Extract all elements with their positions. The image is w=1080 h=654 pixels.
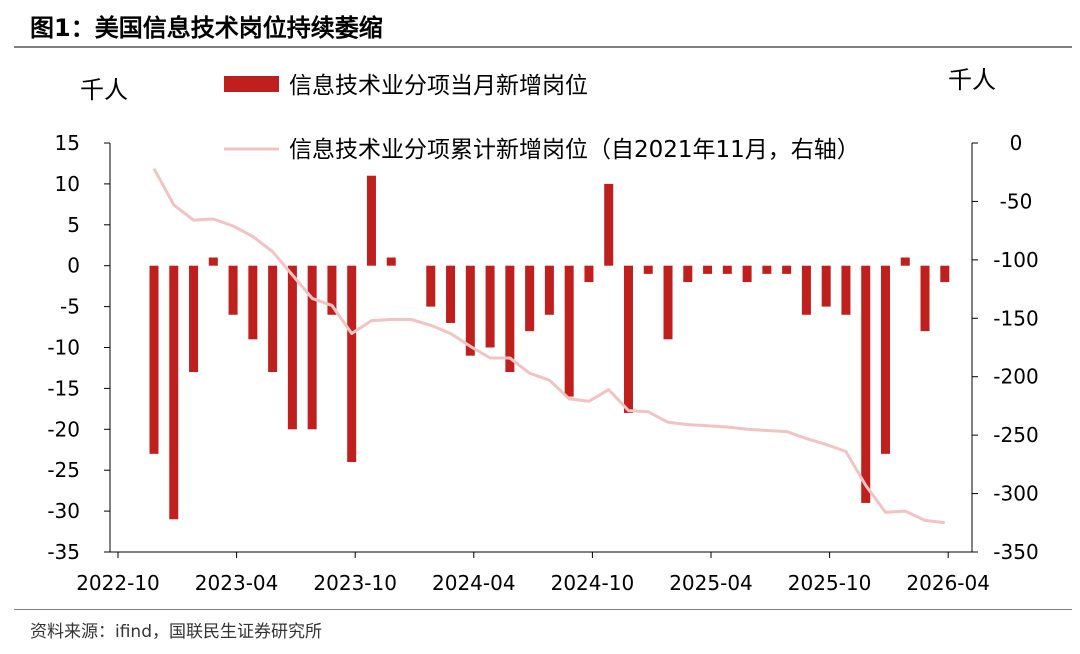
- bar: [208, 257, 218, 266]
- bar: [663, 265, 673, 340]
- bar: [465, 265, 475, 356]
- bar: [505, 265, 515, 373]
- bar: [307, 265, 317, 430]
- legend-bar-swatch: [224, 76, 279, 92]
- left-tick-label: -35: [47, 540, 80, 564]
- left-tick-label: -15: [47, 376, 80, 400]
- bar: [801, 265, 811, 315]
- x-tick-label: 2024-04: [432, 571, 516, 595]
- bar: [782, 265, 792, 274]
- right-tick-label: -350: [993, 540, 1038, 564]
- right-tick-label: -200: [993, 365, 1038, 389]
- left-tick-label: -5: [60, 295, 80, 319]
- x-tick-label: 2025-04: [669, 571, 753, 595]
- bar: [722, 265, 732, 274]
- bar: [268, 265, 278, 373]
- left-tick-label: 15: [55, 131, 80, 155]
- x-tick-label: 2022-10: [76, 571, 160, 595]
- x-tick-label: 2023-04: [195, 571, 279, 595]
- right-tick-label: -250: [993, 423, 1038, 447]
- x-tick-label: 2026-04: [906, 571, 990, 595]
- bar: [248, 265, 258, 340]
- bar: [228, 265, 238, 315]
- chart-title: 图1：美国信息技术岗位持续萎缩: [30, 14, 383, 42]
- bar: [604, 183, 614, 266]
- left-tick-label: 0: [67, 254, 80, 278]
- source-divider: [14, 609, 1072, 610]
- axes: [104, 142, 978, 558]
- legend-bar-label: 信息技术业分项当月新增岗位: [289, 73, 588, 99]
- bar: [366, 175, 376, 266]
- bar: [861, 265, 871, 503]
- source-note: 资料来源：ifind，国联民生证券研究所: [30, 622, 322, 642]
- right-tick-label: -100: [993, 248, 1038, 272]
- title-divider: [14, 46, 1072, 48]
- bar: [703, 265, 713, 274]
- right-unit-label: 千人: [948, 66, 996, 94]
- bar: [920, 265, 930, 332]
- right-tick-label: -300: [993, 482, 1038, 506]
- left-tick-label: -10: [47, 336, 80, 360]
- bar: [900, 257, 910, 266]
- bar: [821, 265, 831, 307]
- left-tick-label: 10: [55, 172, 80, 196]
- right-tick-label: 0: [1010, 131, 1023, 155]
- bar: [584, 265, 594, 283]
- left-tick-label: -20: [47, 417, 80, 441]
- left-tick-label: -30: [47, 499, 80, 523]
- right-tick-label: -50: [1000, 189, 1033, 213]
- bar: [643, 265, 653, 274]
- bar: [446, 265, 456, 323]
- bar: [327, 265, 337, 315]
- bar: [940, 265, 950, 283]
- x-tick-label: 2024-10: [551, 571, 635, 595]
- bar: [347, 265, 357, 463]
- bar-series: [149, 175, 950, 520]
- cumulative-line: [152, 167, 945, 525]
- x-tick-label: 2025-10: [788, 571, 872, 595]
- bar: [564, 265, 574, 397]
- bar: [525, 265, 535, 332]
- bar: [426, 265, 436, 307]
- bar: [841, 265, 851, 315]
- bar: [762, 265, 772, 274]
- bar: [544, 265, 554, 315]
- left-unit-label: 千人: [80, 76, 128, 104]
- bar: [169, 265, 179, 520]
- bar: [880, 265, 890, 454]
- axis-labels: 151050-5-10-15-20-25-30-350-50-100-150-2…: [47, 66, 1038, 595]
- bar: [287, 265, 297, 430]
- left-tick-label: 5: [67, 213, 80, 237]
- bar: [189, 265, 199, 373]
- left-tick-label: -25: [47, 458, 80, 482]
- right-tick-label: -150: [993, 306, 1038, 330]
- bar: [742, 265, 752, 283]
- bar: [149, 265, 159, 454]
- bar: [386, 257, 396, 266]
- bar: [683, 265, 693, 283]
- bar: [623, 265, 633, 413]
- legend-line-label: 信息技术业分项累计新增岗位（自2021年11月，右轴）: [289, 137, 860, 163]
- x-tick-label: 2023-10: [313, 571, 397, 595]
- bar: [485, 265, 495, 348]
